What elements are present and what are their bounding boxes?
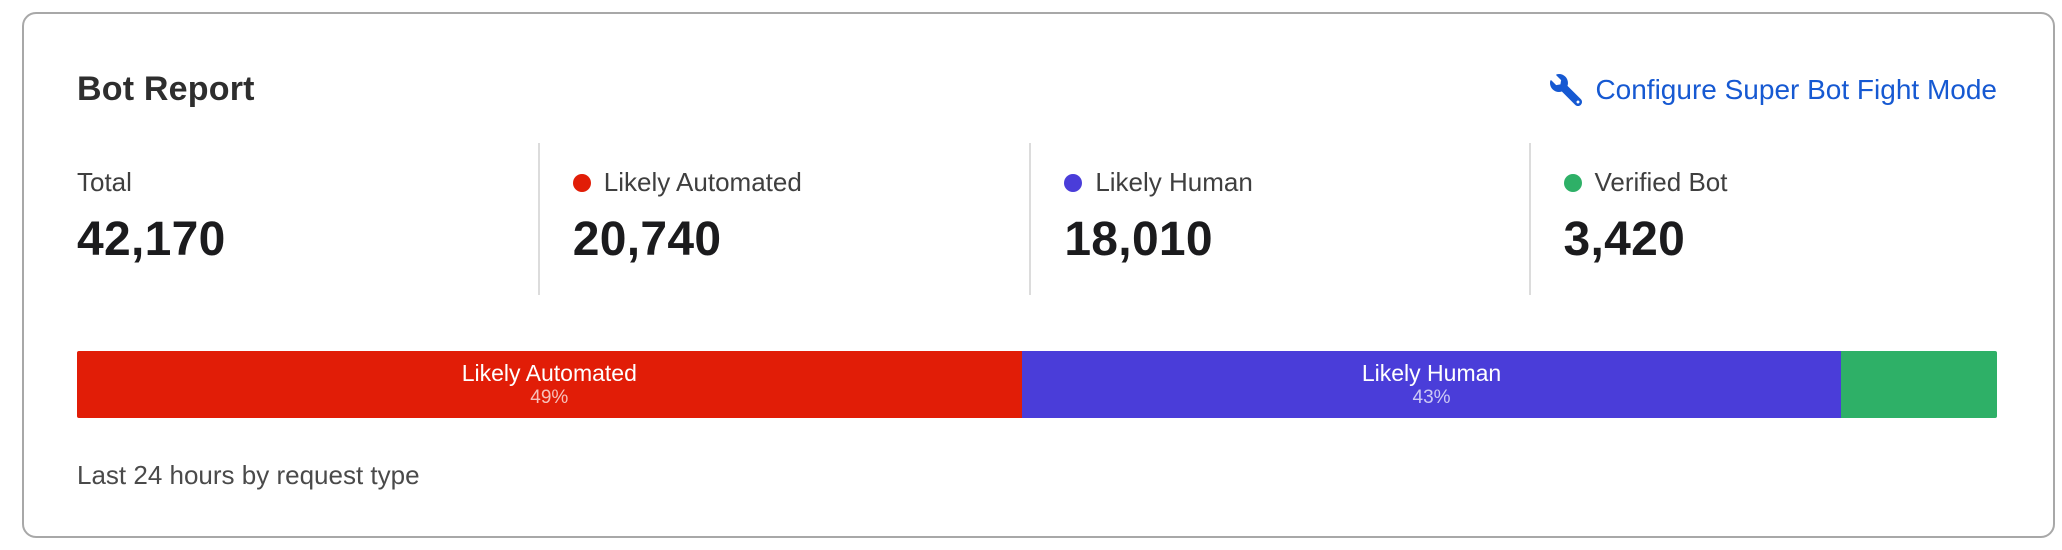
stat-total: Total 42,170 [77,143,538,295]
stat-likely-human: Likely Human 18,010 [1029,143,1528,295]
stat-likely-automated-value: 20,740 [572,213,722,267]
configure-super-bot-fight-mode-link[interactable]: Configure Super Bot Fight Mode [1550,74,1997,106]
bar-segment-verified-bot [1841,350,1997,418]
bar-segment-likely-human-label: Likely Human [1361,359,1502,386]
stat-verified-bot-label: Verified Bot [1594,167,1728,197]
bar-segment-likely-automated-label: Likely Automated [461,359,637,386]
bar-segment-likely-human: Likely Human 43% [1021,350,1842,418]
bar-segment-likely-automated-percent: 49% [530,387,569,409]
stat-likely-automated: Likely Automated 20,740 [537,143,1030,295]
likely-automated-dot-icon [572,173,591,192]
bar-segment-likely-human-percent: 43% [1412,387,1451,409]
stat-total-label: Total [77,167,132,197]
stat-total-value: 42,170 [77,213,226,267]
stat-likely-human-label: Likely Human [1095,167,1253,197]
stat-verified-bot: Verified Bot 3,420 [1528,143,1997,295]
request-type-stacked-bar: Likely Automated 49% Likely Human 43% [77,350,1997,418]
stat-verified-bot-value: 3,420 [1563,213,1686,267]
stat-likely-automated-label: Likely Automated [603,167,802,197]
stat-likely-human-value: 18,010 [1064,213,1213,267]
wrench-icon [1550,73,1583,106]
time-range-caption: Last 24 hours by request type [77,459,420,490]
stats-row: Total 42,170 Likely Automated 20,740 Lik… [77,143,1997,295]
bot-report-card: Bot Report Configure Super Bot Fight Mod… [22,12,2055,538]
likely-human-dot-icon [1064,173,1083,192]
card-header: Bot Report Configure Super Bot Fight Mod… [77,70,1997,109]
bar-segment-likely-automated: Likely Automated 49% [77,350,1022,418]
configure-link-label: Configure Super Bot Fight Mode [1595,73,1997,105]
verified-bot-dot-icon [1563,173,1582,192]
card-title: Bot Report [77,70,255,108]
